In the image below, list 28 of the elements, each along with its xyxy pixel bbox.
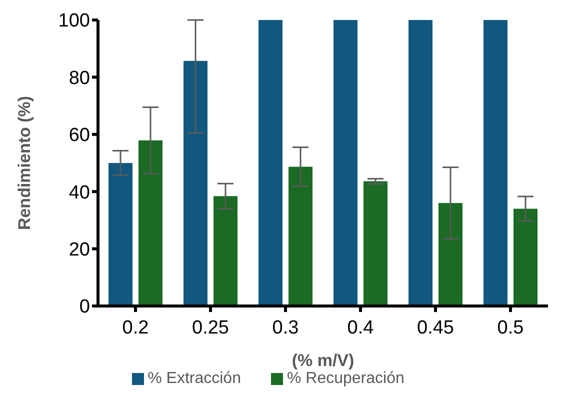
bar [334,20,358,306]
bar [408,20,432,306]
y-axis-title: Rendimiento (%) [15,96,34,230]
legend-label: % Recuperación [286,370,404,387]
x-axis-title: (% m/V) [292,351,354,370]
bar [288,166,312,306]
x-tick-label: 0.2 [122,317,149,338]
bar [138,140,162,306]
bar [214,196,238,306]
bar [484,20,508,306]
y-tick-label: 0 [79,296,90,318]
bar [258,20,282,306]
x-tick-label: 0.45 [417,317,454,338]
bar [108,163,132,306]
bar [184,60,208,306]
legend-label: % Extracción [148,370,241,387]
bar [514,208,538,306]
bar [364,181,388,306]
bar [438,203,462,306]
x-tick-label: 0.4 [347,317,374,338]
y-tick-label: 100 [58,10,90,32]
y-tick-label: 20 [68,240,90,261]
y-tick-label: 80 [68,68,90,89]
x-tick-label: 0.5 [497,317,524,338]
x-tick-label: 0.25 [192,317,229,338]
x-tick-label: 0.3 [272,317,299,338]
y-tick-label: 40 [68,182,90,204]
y-tick-label: 60 [68,125,90,146]
